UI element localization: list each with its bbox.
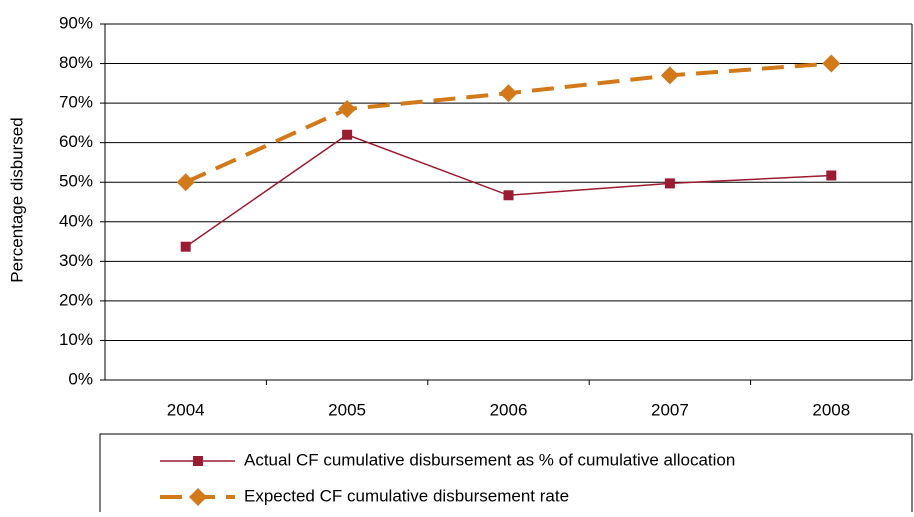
y-tick-label: 50%: [59, 172, 93, 191]
y-tick-label: 30%: [59, 251, 93, 270]
legend-label: Expected CF cumulative disbursement rate: [244, 486, 569, 505]
y-tick-label: 20%: [59, 290, 93, 309]
data-point: [664, 178, 675, 189]
y-tick-label: 40%: [59, 211, 93, 230]
x-tick-label: 2008: [812, 400, 850, 419]
y-tick-label: 70%: [59, 93, 93, 112]
series-line: [184, 61, 832, 185]
legend-swatch-marker: [189, 488, 207, 506]
data-point: [338, 100, 357, 119]
x-tick-label: 2005: [328, 400, 366, 419]
data-point: [180, 241, 191, 252]
legend-label: Actual CF cumulative disbursement as % o…: [244, 450, 735, 469]
data-point: [822, 54, 841, 73]
y-axis-label: Percentage disbursed: [7, 117, 26, 282]
legend-swatch-marker: [193, 456, 203, 466]
y-tick-label: 90%: [59, 13, 93, 32]
y-tick-label: 10%: [59, 330, 93, 349]
data-point: [503, 190, 514, 201]
data-point: [660, 66, 679, 85]
data-point: [499, 84, 518, 103]
x-tick-label: 2007: [651, 400, 689, 419]
y-tick-label: 60%: [59, 132, 93, 151]
data-point: [826, 170, 837, 181]
data-point: [342, 129, 353, 140]
x-tick-label: 2006: [490, 400, 528, 419]
y-tick-label: 80%: [59, 53, 93, 72]
x-tick-label: 2004: [167, 400, 205, 419]
data-point: [176, 173, 195, 192]
y-tick-label: 0%: [68, 369, 93, 388]
